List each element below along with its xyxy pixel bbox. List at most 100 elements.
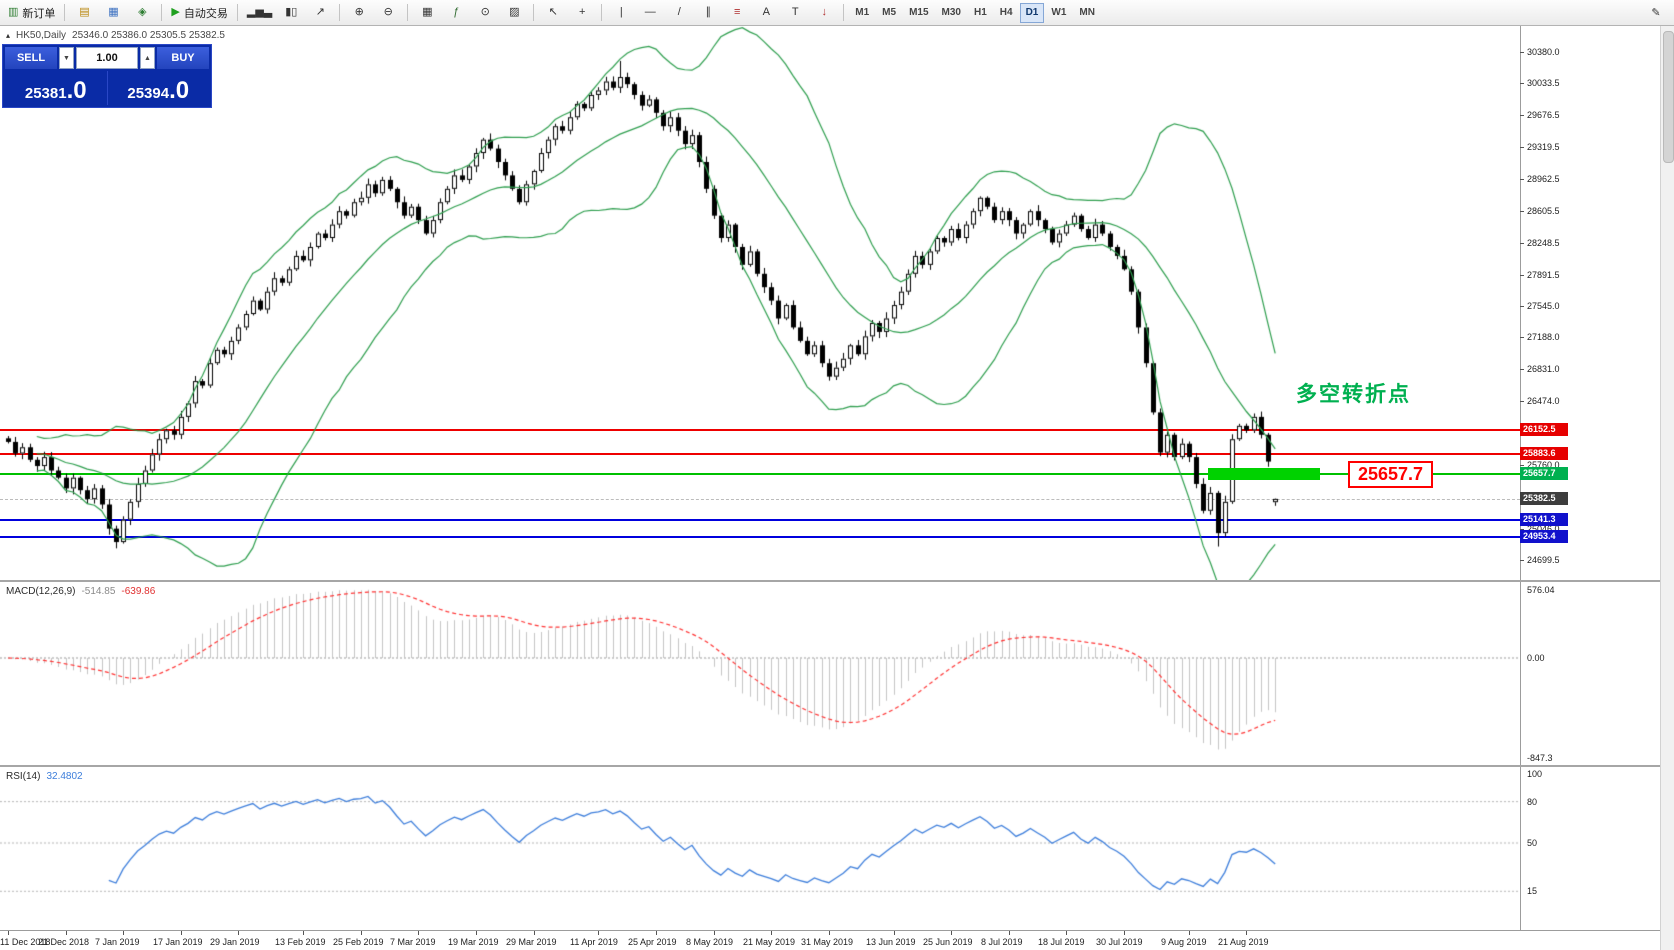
trendline-icon[interactable]: / [665,2,693,24]
price-tick [1520,401,1524,403]
price-tick-label: 27545.0 [1527,300,1560,311]
horizontal-line-icon-glyph: — [644,6,656,18]
edit-icon[interactable]: ✎ [1651,7,1661,19]
channel-icon[interactable]: ∥ [694,2,722,24]
arrows-icon[interactable]: ↓ [810,2,838,24]
pane-separator-macd[interactable] [0,580,1660,582]
timeframe-h1[interactable]: H1 [973,7,987,18]
date-tick [476,931,477,935]
candlestick-icon[interactable]: ▮▯ [277,2,305,24]
periods-icon-glyph: ⊙ [480,6,490,18]
main-chart-canvas[interactable] [0,26,1520,580]
scrollbar[interactable] [1660,26,1674,950]
templates-icon[interactable]: ▨ [500,2,528,24]
timeframe-m15[interactable]: M15 [909,7,929,18]
fibonacci-icon[interactable]: ≡ [723,2,751,24]
vertical-line-icon[interactable]: | [607,2,635,24]
macd-indicator-canvas[interactable] [0,583,1520,765]
line-chart-icon[interactable]: ↗ [306,2,334,24]
timeframe-d1[interactable]: D1 [1019,2,1045,23]
sell-price-main: 25381 [24,85,67,102]
data-window-icon[interactable]: ▦ [99,2,127,24]
price-axis[interactable]: 30380.0 30033.5 29676.5 29319.5 28962.5 28605… [1520,0,1660,950]
toolbar-groups: ▥ 新订单 ▤ ▦ ◈ ▶ 自动交易 ▂▅▃ ▮▯ ↗ ⊕ ⊖ ▦ ƒ ⊙ ▨ ↖ + | — / ∥ ≡ A T ↓ M1 M5 M1… [4,2,1642,24]
date-tick [1246,931,1247,935]
buy-button[interactable]: BUY [157,47,209,69]
price-label-25141.3: 25141.3 [1520,513,1568,527]
label-icon[interactable]: T [781,2,809,24]
navigator-icon[interactable]: ◈ [128,2,156,24]
price-tick-label: 30380.0 [1527,47,1560,57]
chart-header: ▴ HK50,Daily 25346.0 25386.0 25305.5 253… [6,30,225,41]
one-click-trading-panel: SELL ▼ ▲ BUY 25381.0 25394.0 [2,44,212,108]
turning-point-annotation[interactable]: 多空转折点 [1296,382,1411,406]
date-label: 21 May 2019 [743,937,796,947]
macd-signal-value: -639.86 [121,586,156,597]
pane-separator-rsi[interactable] [0,765,1660,767]
horizontal-line-icon[interactable]: — [636,2,664,24]
time-axis[interactable]: 11 Dec 2018 21 Dec 2018 7 Jan 2019 17 Jan 2… [0,930,1660,950]
periods-icon[interactable]: ⊙ [471,2,499,24]
highlight-rectangle[interactable] [1208,468,1320,480]
crosshair-icon[interactable]: + [568,2,596,24]
price-tick-label: 28605.5 [1527,205,1560,216]
date-tick [714,931,715,935]
buy-price-main: 25394 [127,85,170,102]
sell-button[interactable]: SELL [5,47,57,69]
indicators-icon[interactable]: ƒ [442,2,470,24]
macd-tick-label: -847.3 [1527,753,1553,763]
timeframe-m1[interactable]: M1 [855,7,870,18]
toolbar: ▥ 新订单 ▤ ▦ ◈ ▶ 自动交易 ▂▅▃ ▮▯ ↗ ⊕ ⊖ ▦ ƒ ⊙ ▨ ↖ + | — / ∥ ≡ A T ↓ M1 M5 M1… [0,0,1674,26]
price-tick [1520,560,1524,561]
trendline-icon-glyph: / [677,6,681,18]
volume-up-button[interactable]: ▲ [140,47,155,69]
cursor-icon[interactable]: ↖ [539,2,567,24]
timeframe-h4[interactable]: H4 [999,7,1013,18]
chart-symbol-label: HK50,Daily [16,30,67,41]
rsi-indicator-canvas[interactable] [0,768,1520,930]
zoom-out-icon[interactable]: ⊖ [374,2,402,24]
marketwatch-icon[interactable]: ▤ [70,2,98,24]
marketwatch-icon-glyph: ▤ [79,6,90,18]
new-order-button-label: 新订单 [22,7,56,20]
price-tick [1520,210,1524,212]
price-label-25382.5: 25382.5 [1520,491,1568,505]
date-label: 17 Jan 2019 [153,937,203,947]
new-order-button[interactable]: ▥ 新订单 [4,2,59,24]
date-label: 7 Jan 2019 [95,937,140,947]
new-order-button-glyph: ▥ [8,6,19,18]
timeframe-w1[interactable]: W1 [1051,7,1067,18]
price-tick-label: 29319.5 [1527,141,1560,152]
macd-tick-label: 576.04 [1527,585,1555,595]
timeframe-m5[interactable]: M5 [882,7,897,18]
timeframe-mn[interactable]: MN [1079,7,1095,18]
date-tick [8,931,9,935]
buy-price: 25394.0 [106,71,210,105]
text-icon[interactable]: A [752,2,780,24]
price-tick-label: 24699.5 [1527,555,1560,565]
date-label: 9 Aug 2019 [1161,937,1207,947]
volume-down-button[interactable]: ▼ [59,47,74,69]
price-callout-box[interactable]: 25657.7 [1348,461,1434,489]
date-label: 21 Dec 2018 [38,937,90,947]
rsi-tick-label: 15 [1527,886,1538,897]
date-label: 8 May 2019 [686,937,734,947]
sell-price-frac: .0 [66,77,87,105]
rsi-title: RSI(14) [6,771,41,782]
date-label: 13 Feb 2019 [275,937,326,947]
tile-windows-icon[interactable]: ▦ [413,2,441,24]
scrollbar-thumb[interactable] [1663,31,1674,163]
price-tick [1520,178,1524,180]
autotrading-button[interactable]: ▶ 自动交易 [167,2,231,24]
vertical-line-icon-glyph: | [619,6,623,18]
bar-chart-icon[interactable]: ▂▅▃ [243,2,276,24]
autotrading-button-glyph: ▶ [171,6,180,18]
arrows-icon-glyph: ↓ [821,6,828,18]
templates-icon-glyph: ▨ [509,6,520,18]
text-icon-glyph: A [762,6,770,18]
volume-input[interactable] [76,47,138,69]
timeframe-m30[interactable]: M30 [941,7,961,18]
zoom-in-icon[interactable]: ⊕ [345,2,373,24]
price-tick-label: 27188.0 [1527,332,1560,343]
